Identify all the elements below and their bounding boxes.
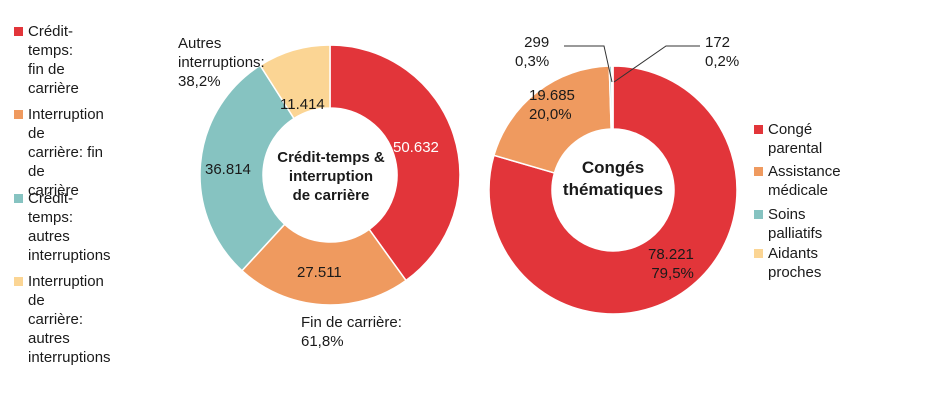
leader-line-soins-palliatifs [564, 45, 613, 83]
legend-right-label-3: Aidants proches [768, 245, 822, 281]
donut1-slice-1 [240, 223, 408, 306]
leader-line-aidants-proches [613, 45, 700, 83]
legend-right-swatch-2 [754, 210, 763, 219]
legend-left-item-3: Interruption de carrière: autres interru… [14, 272, 111, 367]
center-label-credit-temps: Crédit-temps & interruption de carrière [277, 149, 385, 204]
legend-right-item-2: Soins palliatifs [754, 205, 822, 243]
legend-right-label-2: Soins palliatifs [768, 206, 823, 242]
legend-left-label-0: Crédit-temps: fin de carrière [28, 23, 79, 97]
legend-right-label-1: Assistance médicale [768, 163, 841, 199]
legend-left-item-2: Crédit-temps: autres interruptions [14, 189, 111, 265]
legend-left-swatch-2 [14, 194, 23, 203]
legend-left-label-1: Interruption de carrière: fin de carrièr… [28, 106, 104, 199]
slice-label-credit-autres: 36.814 [205, 161, 251, 178]
donut1-slice-0 [329, 44, 461, 282]
legend-right-swatch-1 [754, 167, 763, 176]
legend-right-label-0: Congé parental [768, 121, 823, 157]
legend-right-item-3: Aidants proches [754, 244, 821, 282]
annotation-autres-interruptions: Autres interruptions: 38,2% [178, 35, 265, 90]
donut1-slice-2 [199, 64, 296, 272]
legend-left-swatch-3 [14, 277, 23, 286]
legend-left-label-3: Interruption de carrière: autres interru… [28, 273, 111, 366]
slice-label-assistance-medicale: 19.685 20,0% [529, 87, 575, 123]
legend-left-swatch-0 [14, 27, 23, 36]
legend-right-item-0: Congé parental [754, 120, 822, 158]
slice-label-soins-palliatifs: 299 0,3% [515, 34, 550, 70]
legend-left-item-1: Interruption de carrière: fin de carrièr… [14, 105, 104, 200]
legend-right-item-1: Assistance médicale [754, 162, 841, 200]
slice-label-aidants-proches: 172 0,2% [705, 34, 740, 70]
donut2-slice-3 [610, 65, 614, 130]
legend-left-swatch-1 [14, 110, 23, 119]
legend-left-label-2: Crédit-temps: autres interruptions [28, 190, 111, 264]
slice-label-interruption-autres: 11.414 [280, 96, 325, 113]
leader-lines [564, 45, 700, 83]
slice-label-conge-parental: 78.221 79,5% [648, 246, 694, 282]
donut1-slice-3 [259, 44, 331, 120]
legend-left-item-0: Crédit-temps: fin de carrière [14, 22, 79, 98]
center-label-conges-thematiques: Congés thématiques [562, 158, 664, 199]
annotation-fin-de-carriere: Fin de carrière: 61,8% [301, 314, 402, 350]
legend-right-swatch-0 [754, 125, 763, 134]
legend-right-swatch-3 [754, 249, 763, 258]
donut-chart-credit-temps [199, 44, 461, 306]
donut-chart-conges-thematiques [488, 65, 738, 315]
slice-label-credit-fin: 50.632 [393, 139, 439, 156]
donut2-slice-1 [493, 65, 612, 174]
donut2-slice-0 [488, 65, 738, 315]
slice-label-interruption-fin: 27.511 [297, 264, 342, 281]
